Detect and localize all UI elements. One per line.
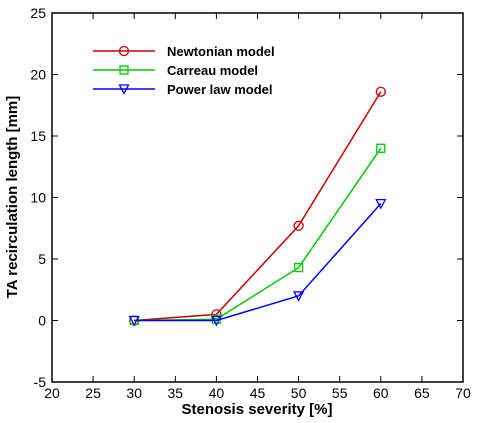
y-axis-title: TA recirculation length [mm] <box>4 96 21 299</box>
legend: Newtonian model Carreau model Power law mo… <box>93 44 275 97</box>
y-tick-label: 25 <box>30 5 46 21</box>
x-tick-label: 55 <box>332 385 348 401</box>
data-point <box>293 220 304 231</box>
axis-tick-labels: 20 25 30 35 40 45 50 55 60 65 70 -5 0 5 10 15 20 25 <box>30 5 471 401</box>
data-point <box>375 86 386 97</box>
y-tick-label: 15 <box>30 128 46 144</box>
series-square <box>129 143 386 326</box>
series-triangle-down <box>128 198 387 327</box>
legend-marker <box>118 45 130 57</box>
x-axis-title: Stenosis severity [%] <box>182 401 333 418</box>
data-point <box>375 198 387 210</box>
x-tick-label: 35 <box>168 385 184 401</box>
x-tick-label: 65 <box>414 385 430 401</box>
x-tick-label: 25 <box>85 385 101 401</box>
series-circle <box>129 86 386 326</box>
x-tick-label: 50 <box>291 385 307 401</box>
x-tick-label: 70 <box>455 385 471 401</box>
x-tick-label: 30 <box>126 385 142 401</box>
x-tick-label: 40 <box>209 385 225 401</box>
legend-label: Newtonian model <box>167 44 275 59</box>
legend-item: Carreau model <box>93 63 258 78</box>
series-line <box>134 91 382 322</box>
data-point <box>376 143 386 153</box>
legend-item: Newtonian model <box>93 44 275 59</box>
x-tick-label: 45 <box>250 385 266 401</box>
x-tick-label: 20 <box>44 385 60 401</box>
y-tick-label: -5 <box>34 374 47 390</box>
y-tick-label: 5 <box>38 251 46 267</box>
x-tick-label: 60 <box>373 385 389 401</box>
axis-ticks <box>51 12 464 383</box>
legend-item: Power law model <box>93 82 272 97</box>
series-layer <box>128 86 387 327</box>
y-tick-label: 10 <box>30 190 46 206</box>
data-point <box>128 315 140 327</box>
data-point <box>293 291 305 302</box>
data-point <box>210 315 222 327</box>
y-tick-label: 0 <box>38 313 46 329</box>
data-point <box>293 262 304 273</box>
series-line <box>134 203 382 322</box>
legend-marker <box>118 84 130 95</box>
legend-marker <box>119 65 129 75</box>
legend-label: Power law model <box>167 82 272 97</box>
series-line <box>134 147 382 322</box>
legend-label: Carreau model <box>167 63 258 78</box>
y-tick-label: 20 <box>30 67 46 83</box>
